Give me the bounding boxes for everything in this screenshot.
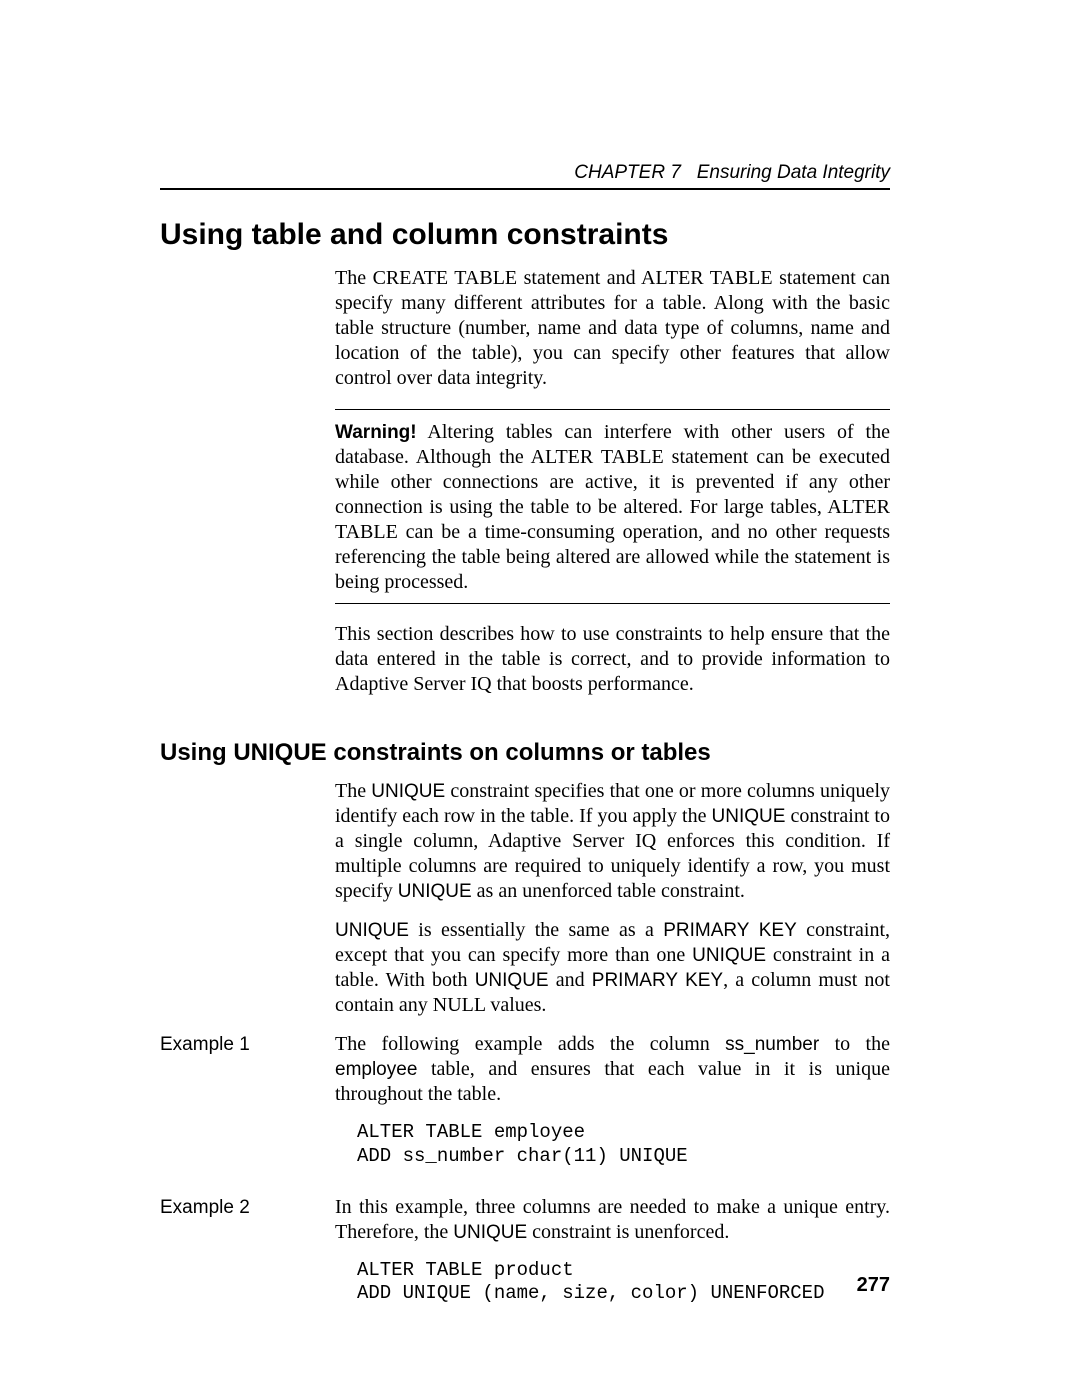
warning-text: Warning! Altering tables can interfere w… — [335, 420, 890, 595]
header-rule — [160, 188, 890, 190]
sub-heading: Using UNIQUE constraints on columns or t… — [160, 739, 890, 767]
example-2-row: Example 2 In this example, three columns… — [160, 1195, 890, 1323]
example-1-text: The following example adds the column ss… — [335, 1032, 890, 1107]
example-2-label: Example 2 — [160, 1195, 335, 1323]
page-number: 277 — [857, 1274, 890, 1297]
unique-para-2: UNIQUE is essentially the same as a PRIM… — [335, 918, 890, 1018]
example-1-body: The following example adds the column ss… — [335, 1032, 890, 1185]
chapter-label: CHAPTER 7 — [574, 162, 681, 183]
running-header: CHAPTER 7 Ensuring Data Integrity — [574, 162, 890, 184]
content-area: Using table and column constraints The C… — [160, 218, 890, 1332]
intro-paragraph: The CREATE TABLE statement and ALTER TAB… — [335, 266, 890, 391]
warning-label: Warning! — [335, 422, 417, 443]
example-2-text: In this example, three columns are neede… — [335, 1195, 890, 1245]
intro-block: The CREATE TABLE statement and ALTER TAB… — [335, 266, 890, 697]
chapter-title: Ensuring Data Integrity — [697, 162, 890, 183]
example-1-code: ALTER TABLE employee ADD ss_number char(… — [357, 1121, 890, 1169]
example-1-label: Example 1 — [160, 1032, 335, 1185]
example-1-row: Example 1 The following example adds the… — [160, 1032, 890, 1185]
page: CHAPTER 7 Ensuring Data Integrity Using … — [0, 0, 1080, 1397]
warning-box: Warning! Altering tables can interfere w… — [335, 409, 890, 604]
example-2-code: ALTER TABLE product ADD UNIQUE (name, si… — [357, 1259, 890, 1307]
warning-body: Altering tables can interfere with other… — [335, 421, 890, 593]
unique-para-1: The UNIQUE constraint specifies that one… — [335, 779, 890, 904]
main-heading: Using table and column constraints — [160, 218, 890, 252]
example-2-body: In this example, three columns are neede… — [335, 1195, 890, 1323]
unique-block: The UNIQUE constraint specifies that one… — [335, 779, 890, 1018]
after-warning-paragraph: This section describes how to use constr… — [335, 622, 890, 697]
